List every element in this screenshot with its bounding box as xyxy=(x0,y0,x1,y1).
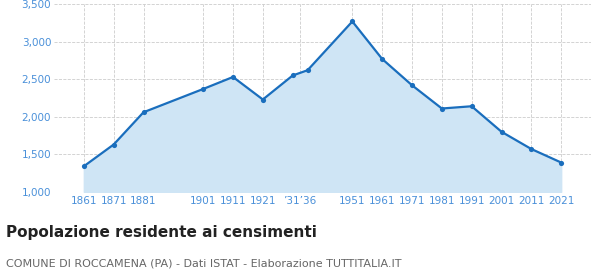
Point xyxy=(79,164,89,169)
Point xyxy=(527,147,536,151)
Point xyxy=(303,68,313,73)
Point xyxy=(407,83,417,87)
Point xyxy=(437,106,446,111)
Point xyxy=(497,130,506,134)
Text: COMUNE DI ROCCAMENA (PA) - Dati ISTAT - Elaborazione TUTTITALIA.IT: COMUNE DI ROCCAMENA (PA) - Dati ISTAT - … xyxy=(6,259,401,269)
Point xyxy=(228,75,238,79)
Point xyxy=(467,104,476,108)
Point xyxy=(139,110,148,115)
Point xyxy=(109,142,118,147)
Text: Popolazione residente ai censimenti: Popolazione residente ai censimenti xyxy=(6,225,317,241)
Point xyxy=(347,19,357,24)
Point xyxy=(288,73,298,78)
Point xyxy=(556,160,566,165)
Point xyxy=(258,97,268,102)
Point xyxy=(199,87,208,91)
Point xyxy=(377,57,387,61)
